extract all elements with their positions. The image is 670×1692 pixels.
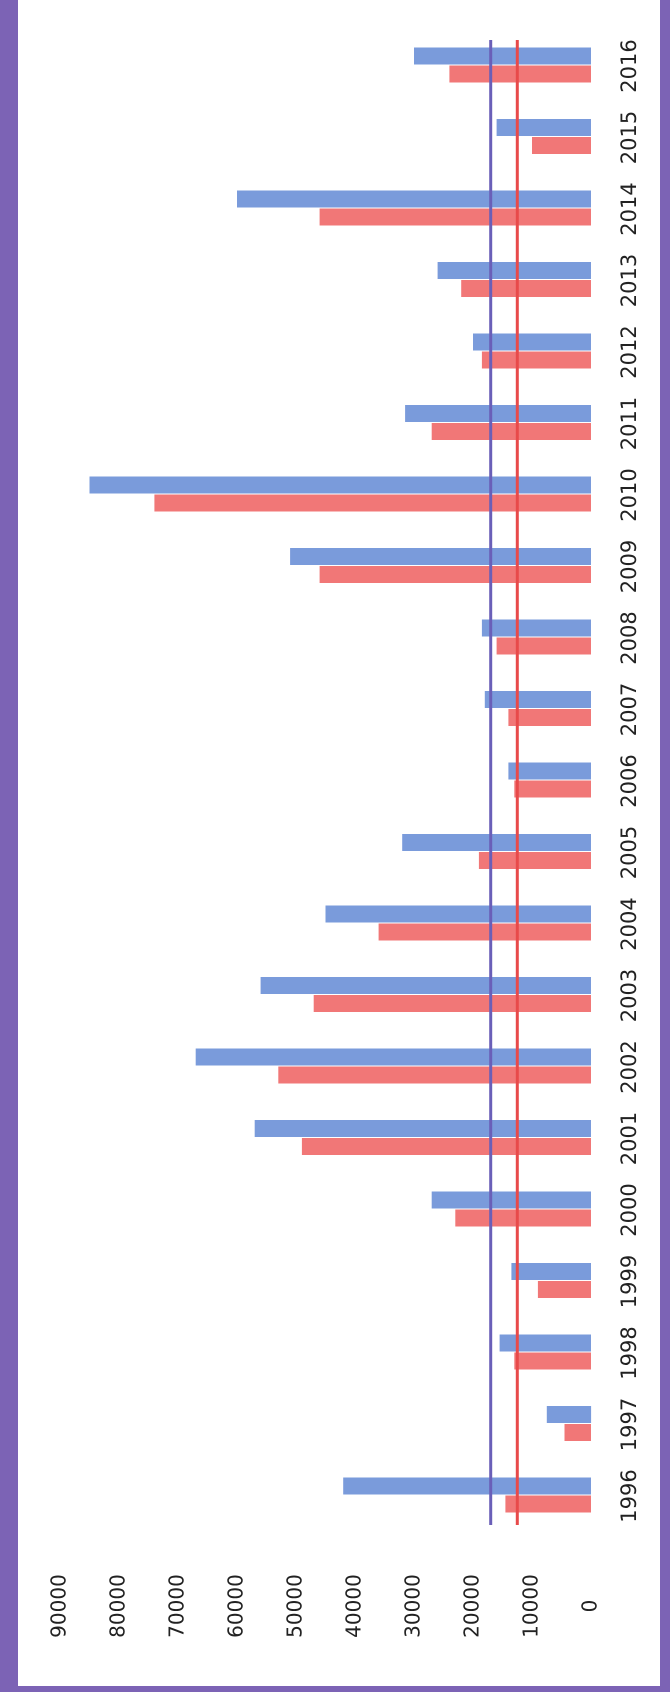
category-label-1998: 1998 — [617, 1326, 641, 1379]
category-label-1999: 1999 — [617, 1255, 641, 1308]
category-label-2012: 2012 — [617, 325, 641, 378]
category-label-2006: 2006 — [617, 754, 641, 807]
category-label-2001: 2001 — [617, 1112, 641, 1165]
bar-series2-2005 — [402, 834, 591, 851]
bar-series1-1997 — [564, 1424, 591, 1441]
bar-series1-2014 — [319, 208, 591, 226]
bar-series1-2012 — [481, 351, 591, 369]
category-label-2008: 2008 — [617, 611, 641, 664]
category-label-2013: 2013 — [617, 254, 641, 307]
bar-series2-1997 — [546, 1406, 592, 1423]
bar-series2-2016 — [414, 47, 591, 65]
bar-series2-1999 — [511, 1263, 591, 1280]
category-label-1997: 1997 — [617, 1398, 641, 1451]
category-label-2009: 2009 — [617, 540, 641, 593]
value-tick-50000: 50000 — [283, 1574, 307, 1638]
bar-series2-1998 — [499, 1334, 591, 1352]
bar-series1-2003 — [313, 995, 591, 1012]
bar-series2-2015 — [496, 119, 591, 136]
value-tick-80000: 80000 — [106, 1574, 130, 1638]
bar-series1-2010 — [154, 494, 591, 512]
bar-series2-2004 — [325, 905, 591, 923]
bar-series1-2016 — [449, 65, 591, 83]
bar-series2-2012 — [473, 333, 591, 351]
category-label-2010: 2010 — [617, 468, 641, 521]
category-label-2016: 2016 — [617, 39, 641, 92]
bar-series2-2009 — [290, 548, 591, 565]
bar-series1-2008 — [496, 637, 591, 655]
bar-series2-2007 — [484, 691, 591, 708]
bar-series2-2000 — [431, 1191, 591, 1209]
category-label-2004: 2004 — [617, 897, 641, 950]
category-label-1996: 1996 — [617, 1469, 641, 1522]
category-label-2014: 2014 — [617, 182, 641, 235]
category-label-2011: 2011 — [617, 397, 641, 450]
bar-series1-2000 — [455, 1209, 591, 1227]
bar-series1-2011 — [431, 423, 591, 440]
category-label-2015: 2015 — [617, 111, 641, 164]
value-tick-40000: 40000 — [342, 1574, 366, 1638]
bar-series1-2009 — [319, 566, 591, 583]
category-label-2002: 2002 — [617, 1040, 641, 1093]
category-label-2005: 2005 — [617, 826, 641, 879]
bar-series1-1999 — [537, 1281, 591, 1298]
bar-series2-2013 — [437, 262, 591, 279]
value-tick-10000: 10000 — [519, 1574, 543, 1638]
bar-series1-2004 — [378, 923, 591, 941]
bar-series1-2005 — [478, 852, 591, 869]
bar-series1-2002 — [278, 1066, 591, 1084]
bar-series1-1998 — [514, 1352, 591, 1370]
bar-series1-2013 — [461, 280, 591, 297]
bar-series1-2007 — [508, 709, 591, 726]
bar-series2-2010 — [89, 476, 591, 494]
value-tick-20000: 20000 — [460, 1574, 484, 1638]
value-tick-0: 0 — [578, 1600, 602, 1613]
category-label-2007: 2007 — [617, 683, 641, 736]
chart-area: 1996 1997 1998 1999 2000 2001 2002 2003 2004 2005… — [47, 39, 642, 1638]
bar-series2-2008 — [481, 619, 591, 637]
bar-series2-1996 — [343, 1477, 591, 1495]
value-tick-60000: 60000 — [224, 1574, 248, 1638]
value-tick-70000: 70000 — [165, 1574, 189, 1638]
bar-series2-2014 — [237, 190, 591, 208]
bar-series1-2006 — [514, 780, 591, 798]
bar-series1-1996 — [505, 1495, 591, 1513]
bar-series1-2001 — [301, 1138, 591, 1155]
bar-series2-2002 — [195, 1048, 591, 1066]
value-tick-90000: 90000 — [47, 1574, 71, 1638]
bar-series1-2015 — [532, 137, 591, 154]
bar-series2-2001 — [254, 1120, 591, 1137]
category-label-2003: 2003 — [617, 969, 641, 1022]
category-label-2000: 2000 — [617, 1183, 641, 1236]
value-tick-30000: 30000 — [401, 1574, 425, 1638]
bar-series2-2003 — [260, 977, 591, 994]
bar-series2-2011 — [405, 405, 591, 422]
bar-series2-2006 — [508, 762, 591, 780]
